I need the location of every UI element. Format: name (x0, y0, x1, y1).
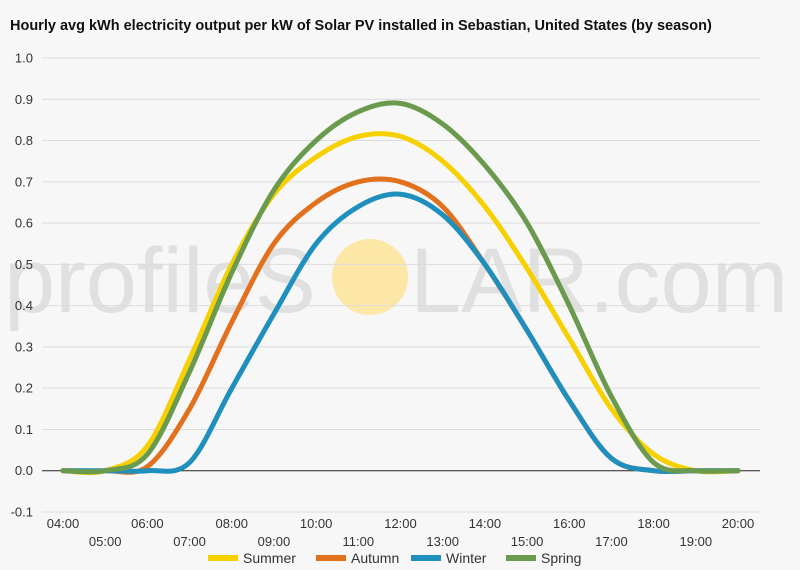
x-tick-label: 10:00 (300, 516, 333, 531)
series-line-summer (60, 131, 741, 476)
x-tick-label: 05:00 (89, 534, 122, 549)
legend-swatch-spring (506, 555, 536, 561)
x-tick-label: 16:00 (553, 516, 586, 531)
watermark-text-right: LAR.com (410, 230, 788, 332)
legend-label-winter: Winter (446, 550, 487, 566)
x-tick-label: 11:00 (343, 534, 375, 549)
y-tick-label: 0.6 (15, 216, 33, 231)
watermark: profileS LAR.com (4, 230, 788, 332)
y-tick-label: 0.3 (15, 339, 33, 354)
y-tick-label: 1.0 (15, 51, 33, 66)
x-tick-label: 14:00 (469, 516, 502, 531)
x-tick-label: 18:00 (637, 516, 670, 531)
x-tick-label: 13:00 (426, 534, 459, 549)
y-tick-label: 0.5 (15, 257, 33, 272)
x-tick-label: 08:00 (215, 516, 248, 531)
y-tick-label: 0.1 (15, 422, 33, 437)
y-tick-label: 0.0 (15, 463, 33, 478)
x-tick-label: 09:00 (258, 534, 291, 549)
legend: Summer Autumn Winter Spring (208, 550, 581, 566)
x-tick-label: 20:00 (722, 516, 755, 531)
series-lines (60, 100, 741, 476)
legend-swatch-autumn (316, 555, 346, 561)
watermark-text-left: profileS (4, 230, 316, 332)
x-tick-label: 17:00 (595, 534, 628, 549)
x-axis-ticks: 04:00 05:00 06:00 07:00 08:00 09:00 10:00 11:00… (47, 516, 755, 549)
legend-swatch-summer (208, 555, 238, 561)
y-tick-label: -0.1 (11, 505, 33, 520)
y-tick-label: 0.2 (15, 381, 33, 396)
legend-label-autumn: Autumn (351, 550, 399, 566)
x-tick-label: 19:00 (680, 534, 713, 549)
x-tick-label: 07:00 (173, 534, 206, 549)
chart-title: Hourly avg kWh electricity output per kW… (10, 18, 712, 34)
y-tick-label: 0.7 (15, 174, 33, 189)
y-tick-label: 0.8 (15, 133, 33, 148)
x-tick-label: 15:00 (511, 534, 544, 549)
y-tick-label: 0.4 (15, 298, 33, 313)
legend-label-spring: Spring (541, 550, 581, 566)
x-tick-label: 12:00 (384, 516, 417, 531)
legend-swatch-winter (411, 555, 441, 561)
y-axis-ticks: 1.0 0.9 0.8 0.7 0.6 0.5 0.4 0.3 0.2 0.1 0.0 -0.1 (11, 51, 33, 520)
y-tick-label: 0.9 (15, 92, 33, 107)
series-line-winter (60, 191, 741, 475)
watermark-sun (332, 239, 408, 315)
series-line-spring (60, 100, 741, 475)
x-tick-label: 04:00 (47, 516, 80, 531)
x-tick-label: 06:00 (131, 516, 164, 531)
legend-label-summer: Summer (243, 550, 296, 566)
